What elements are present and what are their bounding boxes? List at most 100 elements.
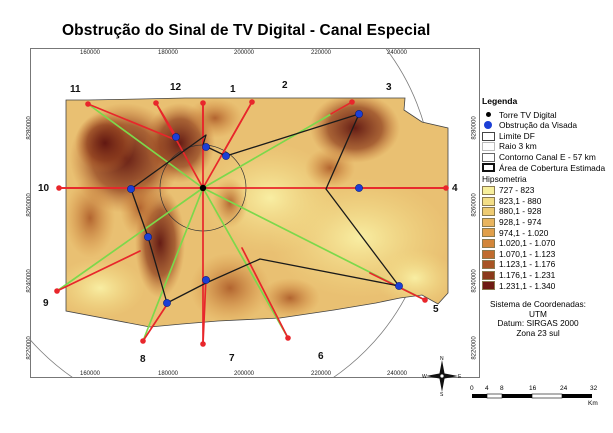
radial-label-11: 11: [70, 84, 81, 95]
df-boundary: [65, 97, 449, 328]
hypsometry-label: 1.123,1 - 1.176: [499, 259, 556, 270]
legend-item-obstruction: Obstrução da Visada: [482, 120, 612, 131]
crs-line-3: Zona 23 sul: [516, 327, 560, 338]
hypsometry-item: 1.123,1 - 1.176: [482, 259, 612, 270]
legend-label-tower: Torre TV Digital: [499, 109, 557, 120]
hypsometry-swatch: [482, 185, 495, 195]
radial-label-2: 2: [282, 80, 288, 91]
scale-bar: 0 4 8 16 24 32 Km: [470, 385, 610, 415]
hypsometry-item: 928,1 - 974: [482, 217, 612, 228]
boundary-icon: [482, 131, 495, 141]
hypsometry-label: 823,1 - 880: [499, 195, 542, 206]
hypsometry-label: 727 - 823: [499, 185, 535, 196]
legend-item-tower: Torre TV Digital: [482, 110, 612, 121]
radial-label-7: 7: [229, 353, 235, 364]
scale-label-24: 24: [560, 385, 568, 392]
radial-label-4: 4: [452, 183, 458, 194]
radial-label-5: 5: [433, 304, 439, 315]
scale-unit: Km: [588, 400, 598, 407]
radial-label-10: 10: [38, 183, 50, 194]
x-tick-180000: 180000: [158, 50, 179, 56]
coverage-area-icon: [482, 163, 495, 173]
coordinate-system: Sistema de Coordenadas: UTM Datum: SIRGA…: [484, 299, 592, 338]
radial-8: [142, 187, 204, 342]
x-tick-200000-bottom: 200000: [234, 371, 255, 377]
legend-item-coverage: Área de Cobertura Estimada: [482, 163, 612, 174]
map-frame: [30, 48, 480, 378]
legend-hypsometry-title: Hipsometria: [482, 174, 527, 185]
x-tick-180000-bottom: 180000: [158, 371, 179, 377]
map-canvas: 1 2 3 4 5 6 7 8 9 10 11 12: [30, 48, 458, 378]
radial-6: [202, 187, 289, 339]
tv-tower-icon: [199, 184, 207, 192]
x-tick-160000: 160000: [80, 50, 101, 56]
radial-9: [56, 187, 204, 292]
hypsometry-item: 880,1 - 928: [482, 206, 612, 217]
hypsometry-item: 1.020,1 - 1.070: [482, 238, 612, 249]
hypsometry-swatch: [482, 281, 495, 291]
radial-label-3: 3: [386, 82, 392, 93]
radial-endpoints: [54, 99, 449, 347]
crs-line-2: Datum: SIRGAS 2000: [497, 318, 579, 329]
hypsometry-item: 1.070,1 - 1.123: [482, 249, 612, 260]
hypsometry-label: 928,1 - 974: [499, 217, 542, 228]
radial-label-6: 6: [318, 351, 324, 362]
x-tick-220000-bottom: 220000: [311, 371, 332, 377]
hypsometry-swatch: [482, 249, 495, 259]
legend-label-contour: Contorno Canal E - 57 km: [499, 152, 596, 163]
legend: Legenda Torre TV Digital Obstrução da Vi…: [482, 97, 612, 291]
hypsometry-swatch: [482, 270, 495, 280]
hypsometry-swatch: [482, 207, 495, 217]
crs-line-1: Sistema de Coordenadas: UTM: [490, 299, 586, 319]
hypsometry-list: 727 - 823 823,1 - 880 880,1 - 928 928,1 - 9…: [482, 185, 612, 291]
legend-item-radius: Raio 3 km: [482, 141, 612, 152]
radial-label-1: 1: [230, 84, 236, 95]
legend-label-coverage: Área de Cobertura Estimada: [499, 162, 606, 173]
hypsometry-item: 1.176,1 - 1.231: [482, 270, 612, 281]
hypsometry-swatch: [482, 260, 495, 270]
scale-label-32: 32: [590, 385, 598, 392]
x-tick-240000-bottom: 240000: [387, 371, 408, 377]
x-tick-160000-bottom: 160000: [80, 371, 101, 377]
hypsometry-label: 880,1 - 928: [499, 206, 542, 217]
contour-icon: [482, 152, 495, 162]
hypsometry-label: 1.176,1 - 1.231: [499, 270, 556, 280]
radial-label-12: 12: [170, 82, 182, 93]
north-arrow-icon: N S W E: [422, 356, 462, 396]
west-label: W: [422, 374, 427, 380]
hypsometry-swatch: [482, 238, 495, 248]
hypsometry-swatch: [482, 196, 495, 206]
hypsometry-swatch: [482, 228, 495, 238]
radius-icon: [482, 142, 495, 152]
scale-label-16: 16: [529, 385, 537, 392]
map-title: Obstrução do Sinal de TV Digital - Canal…: [62, 22, 431, 39]
tower-icon: [482, 110, 495, 119]
legend-label-obstruction: Obstrução da Visada: [499, 120, 578, 131]
scale-label-8: 8: [500, 385, 504, 392]
hypsometry-item: 974,1 - 1.020: [482, 228, 612, 239]
radial-11: [87, 103, 204, 189]
x-tick-220000: 220000: [311, 50, 332, 56]
legend-item-df-limit: Limite DF: [482, 131, 612, 142]
scale-label-4: 4: [485, 385, 489, 392]
legend-label-radius: Raio 3 km: [499, 141, 537, 152]
hypsometry-swatch: [482, 217, 495, 227]
hypsometry-label: 1.070,1 - 1.123: [499, 248, 556, 259]
legend-label-df-limit: Limite DF: [499, 130, 535, 141]
hypsometry-label: 1.231,1 - 1.340: [499, 280, 556, 291]
south-label: S: [440, 392, 444, 396]
legend-item-contour: Contorno Canal E - 57 km: [482, 152, 612, 163]
hypsometry-label: 1.020,1 - 1.070: [499, 238, 556, 249]
hypsometry-label: 974,1 - 1.020: [499, 227, 549, 238]
hypsometry-item: 823,1 - 880: [482, 196, 612, 207]
radial-3: [202, 101, 353, 189]
x-tick-240000: 240000: [387, 50, 408, 56]
coverage-area: [130, 113, 400, 304]
hypsometry-item: 1.231,1 - 1.340: [482, 281, 612, 292]
north-label: N: [440, 356, 444, 362]
radial-label-9: 9: [43, 298, 49, 309]
radial-label-8: 8: [140, 354, 146, 365]
hypsometry-item: 727 - 823: [482, 185, 612, 196]
obstruction-point-icon: [482, 120, 495, 130]
legend-title: Legenda: [482, 96, 518, 106]
